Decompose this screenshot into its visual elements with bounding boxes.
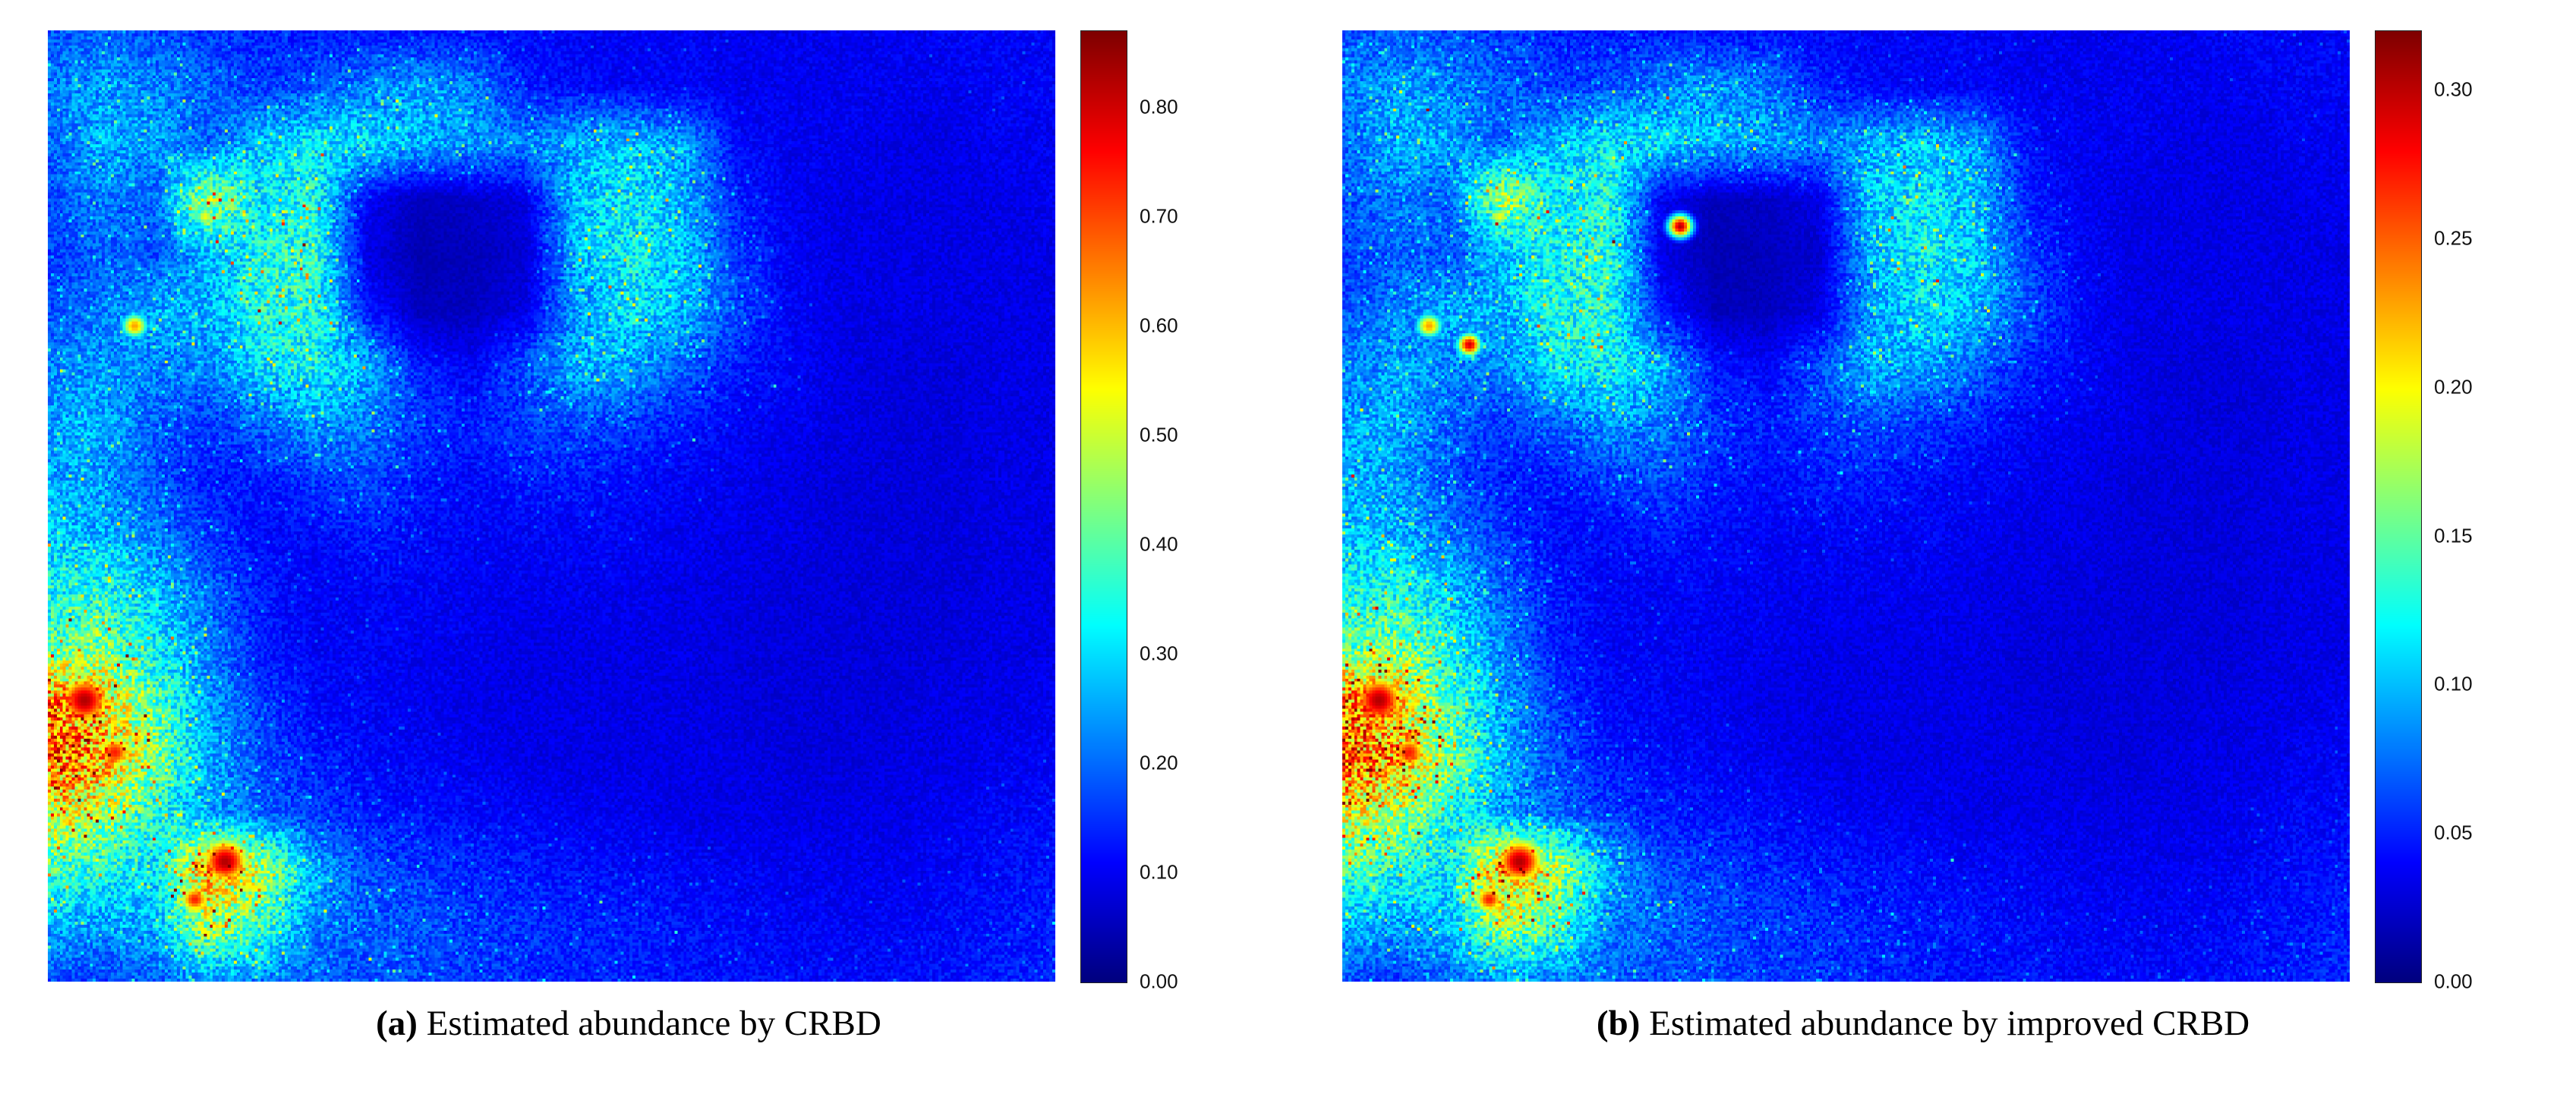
colorbar-tick-label: 0.30 bbox=[2434, 77, 2473, 101]
colorbar-tick-label: 0.60 bbox=[1140, 314, 1178, 337]
colorbar-tick-label: 0.15 bbox=[2434, 524, 2473, 547]
colorbar-tick-label: 0.50 bbox=[1140, 423, 1178, 446]
colorbar-ticks-a: 0.80 0.70 0.60 0.50 0.40 0.30 0.20 0.10 0.00 bbox=[1140, 30, 1209, 992]
caption-label-b: (b) bbox=[1596, 1004, 1641, 1043]
colorbar-tick-label: 0.20 bbox=[2434, 375, 2473, 399]
caption-text-a: Estimated abundance by CRBD bbox=[426, 1004, 881, 1043]
colorbar-tick-label: 0.25 bbox=[2434, 226, 2473, 250]
panel-a: 0.80 0.70 0.60 0.50 0.40 0.30 0.20 0.10 0.00 (a)… bbox=[48, 30, 1209, 1093]
colorbar-tick-label: 0.05 bbox=[2434, 821, 2473, 844]
colorbar-ticks-b: 0.30 0.25 0.20 0.15 0.10 0.05 0.00 bbox=[2434, 30, 2504, 993]
colorbar-tick-label: 0.70 bbox=[1140, 204, 1178, 228]
colorbar-tick-label: 0.30 bbox=[1140, 642, 1178, 665]
caption-text-b: Estimated abundance by improved CRBD bbox=[1649, 1004, 2250, 1043]
panel-b: 0.30 0.25 0.20 0.15 0.10 0.05 0.00 (b) Estimat… bbox=[1342, 30, 2504, 1093]
abundance-heatmap-a bbox=[48, 30, 1055, 982]
abundance-heatmap-b bbox=[1342, 30, 2350, 982]
colorbar-tick-label: 0.20 bbox=[1140, 751, 1178, 774]
colorbar-tick-label: 0.10 bbox=[2434, 672, 2473, 695]
colorbar-tick-label: 0.40 bbox=[1140, 532, 1178, 556]
colorbar-tick-label: 0.00 bbox=[2434, 969, 2473, 993]
caption-label-a: (a) bbox=[376, 1004, 418, 1043]
colorbar-tick-label: 0.00 bbox=[1140, 969, 1178, 993]
panel-caption-b: (b) Estimated abundance by improved CRBD bbox=[1342, 1003, 2504, 1044]
panel-caption-a: (a) Estimated abundance by CRBD bbox=[48, 1003, 1209, 1044]
colorbar-a bbox=[1080, 30, 1127, 983]
colorbar-tick-label: 0.80 bbox=[1140, 95, 1178, 118]
colorbar-tick-label: 0.10 bbox=[1140, 860, 1178, 884]
colorbar-b bbox=[2375, 30, 2422, 983]
